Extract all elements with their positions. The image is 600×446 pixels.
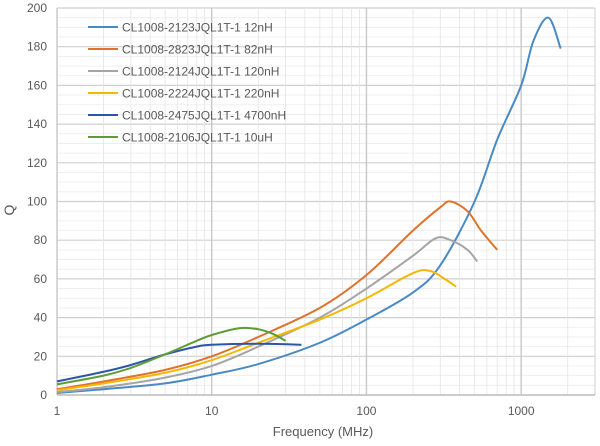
- y-tick-label: 100: [27, 195, 47, 209]
- legend-entry: CL1008-2823JQL1T-1 82nH: [122, 43, 273, 57]
- y-tick-labels: 0 20 40 60 80 100 120 140 160 180 200: [27, 1, 47, 402]
- series-lines: [56, 16, 562, 395]
- x-tick-label: 1: [54, 404, 61, 418]
- grid: [56, 7, 596, 396]
- y-tick-label: 180: [27, 40, 47, 54]
- legend-entry: CL1008-2124JQL1T-1 120nH: [122, 65, 279, 79]
- legend-entry: CL1008-2475JQL1T-1 4700nH: [122, 109, 286, 123]
- x-axis-label: Frequency (MHz): [273, 424, 373, 439]
- series-line-2: [56, 236, 479, 394]
- y-tick-label: 60: [34, 272, 48, 286]
- x-tick-label: 1000: [508, 404, 535, 418]
- legend-entry: CL1008-2106JQL1T-1 10uH: [122, 131, 273, 145]
- y-tick-label: 200: [27, 1, 47, 15]
- y-tick-label: 0: [40, 388, 47, 402]
- series-line-1: [56, 200, 498, 391]
- x-tick-label: 10: [205, 404, 219, 418]
- y-tick-label: 40: [34, 311, 48, 325]
- x-tick-label: 100: [356, 404, 376, 418]
- y-axis-label: Q: [1, 204, 17, 215]
- series-line-3: [56, 269, 457, 392]
- legend-entry: CL1008-2123JQL1T-1 12nH: [122, 21, 273, 35]
- legend: CL1008-2123JQL1T-1 12nH CL1008-2823JQL1T-…: [88, 21, 286, 145]
- x-tick-labels: 1 10 100 1000: [54, 404, 535, 418]
- series-line-5: [56, 326, 287, 386]
- legend-entry: CL1008-2224JQL1T-1 220nH: [122, 87, 279, 101]
- y-tick-label: 80: [34, 233, 48, 247]
- series-line-0: [56, 16, 562, 395]
- series-line-4: [56, 342, 302, 383]
- y-tick-label: 20: [34, 349, 48, 363]
- y-tick-label: 120: [27, 156, 47, 170]
- y-tick-label: 140: [27, 117, 47, 131]
- y-tick-label: 160: [27, 78, 47, 92]
